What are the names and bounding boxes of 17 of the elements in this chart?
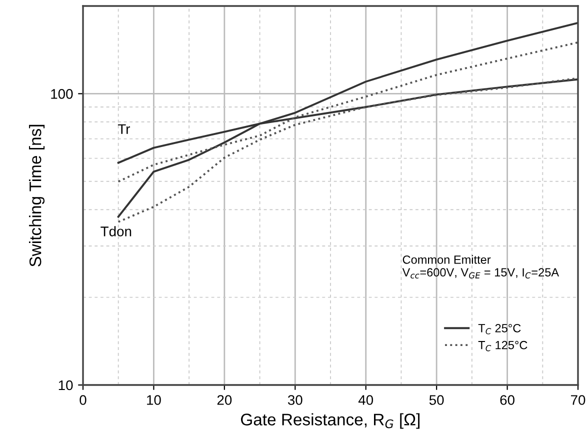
line-series — [117, 41, 578, 183]
x-tick-label: 20 — [217, 395, 232, 405]
x-axis-title: Gate Resistance, R$_{G}$ [Ω] — [241, 413, 420, 429]
x-tick-label: 40 — [358, 395, 374, 405]
y-axis-title: Switching Time [ns] — [29, 124, 45, 267]
x-tick-label: 10 — [147, 395, 161, 405]
x-tick-label: 0 — [80, 395, 86, 405]
x-tick-label: 30 — [288, 395, 302, 405]
x-tick-label: 60 — [500, 395, 514, 405]
y-tick-label: 100 — [51, 89, 73, 99]
annotation: Tdon — [100, 226, 132, 236]
legend-label: T$_{C}$ 25°C — [478, 324, 521, 334]
annotation: Common Emitter V$_{cc}$=600V, V$_{GE}$ = 15V, I$_{C}$=25A — [402, 255, 560, 278]
legend-label: T$_{C}$ 125°C — [478, 340, 528, 352]
annotation: Tr — [118, 124, 130, 134]
x-tick-label: 50 — [429, 395, 444, 405]
x-tick-label: 70 — [570, 395, 586, 405]
